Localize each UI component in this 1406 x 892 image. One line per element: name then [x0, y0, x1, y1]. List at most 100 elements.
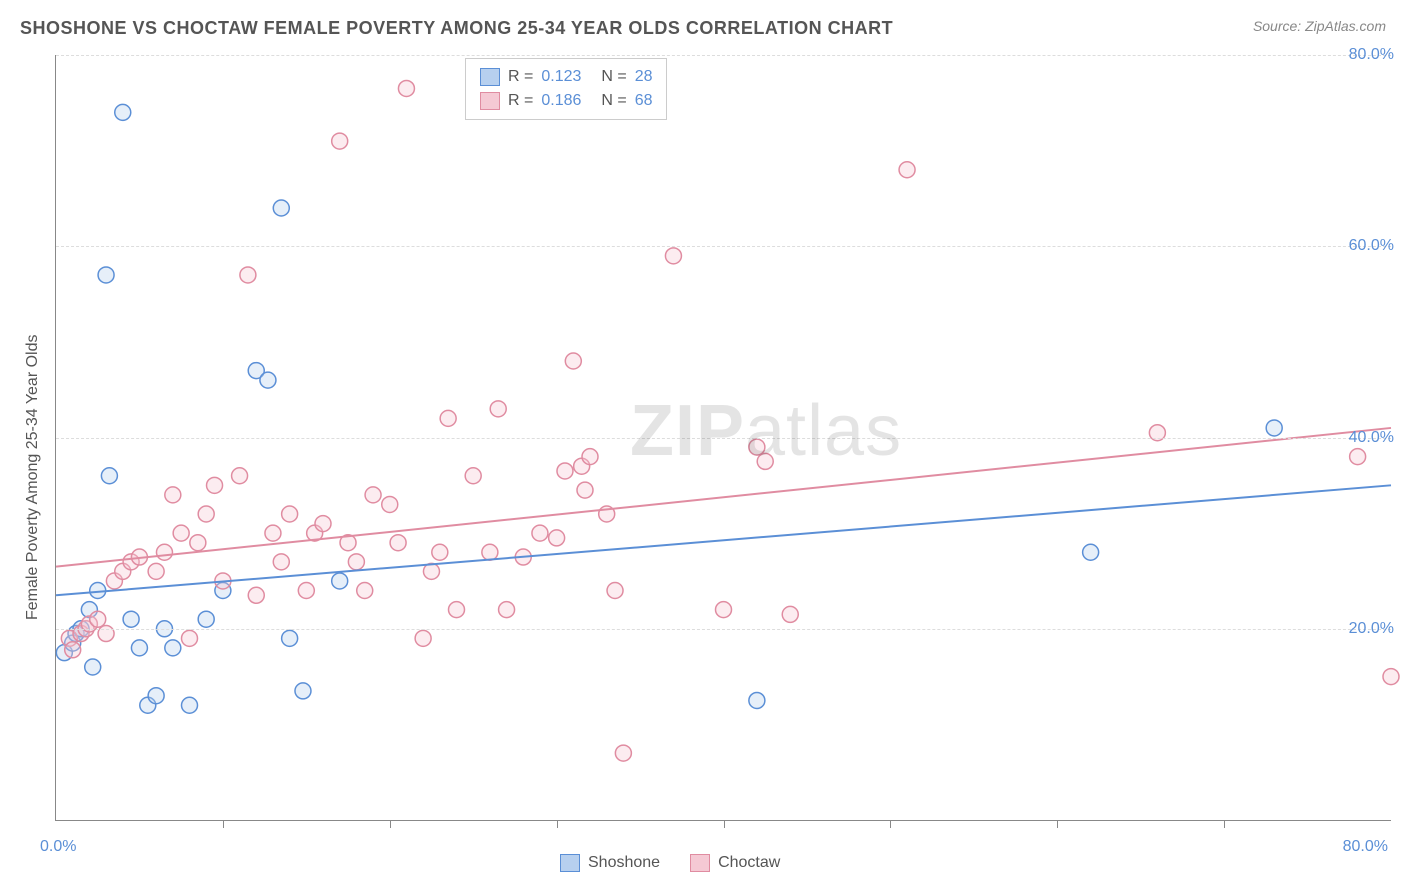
data-point — [482, 544, 498, 560]
r-label: R = — [508, 89, 533, 113]
grid-line — [56, 438, 1391, 439]
data-point — [248, 587, 264, 603]
data-point — [240, 267, 256, 283]
x-tick — [1224, 820, 1225, 828]
data-point — [499, 602, 515, 618]
source-attribution: Source: ZipAtlas.com — [1253, 18, 1386, 34]
data-point — [665, 248, 681, 264]
data-point — [582, 449, 598, 465]
data-point — [465, 468, 481, 484]
data-point — [85, 659, 101, 675]
data-point — [232, 468, 248, 484]
data-point — [332, 133, 348, 149]
data-point — [615, 745, 631, 761]
data-point — [198, 506, 214, 522]
data-point — [90, 611, 106, 627]
y-tick-label: 80.0% — [1349, 46, 1394, 64]
r-value-shoshone: 0.123 — [541, 65, 593, 89]
data-point — [749, 692, 765, 708]
swatch-shoshone — [480, 68, 500, 86]
x-tick — [890, 820, 891, 828]
grid-line — [56, 55, 1391, 56]
data-point — [532, 525, 548, 541]
data-point — [65, 642, 81, 658]
trend-line — [56, 485, 1391, 595]
data-point — [365, 487, 381, 503]
data-point — [315, 516, 331, 532]
legend-item-shoshone: Shoshone — [560, 854, 660, 872]
data-point — [348, 554, 364, 570]
data-point — [282, 506, 298, 522]
data-point — [173, 525, 189, 541]
data-point — [295, 683, 311, 699]
data-point — [490, 401, 506, 417]
data-point — [449, 602, 465, 618]
data-point — [282, 630, 298, 646]
legend-label-shoshone: Shoshone — [588, 854, 660, 872]
grid-line — [56, 246, 1391, 247]
n-value-shoshone: 28 — [635, 65, 653, 89]
data-point — [190, 535, 206, 551]
x-min-label: 0.0% — [40, 838, 76, 856]
swatch-shoshone-icon — [560, 854, 580, 872]
data-point — [782, 606, 798, 622]
legend-row-shoshone: R = 0.123 N = 28 — [480, 65, 652, 89]
plot-area — [55, 55, 1391, 821]
data-point — [398, 80, 414, 96]
data-point — [273, 200, 289, 216]
data-point — [577, 482, 593, 498]
x-tick — [557, 820, 558, 828]
data-point — [749, 439, 765, 455]
grid-line — [56, 629, 1391, 630]
chart-title: SHOSHONE VS CHOCTAW FEMALE POVERTY AMONG… — [20, 18, 893, 39]
data-point — [98, 267, 114, 283]
r-value-choctaw: 0.186 — [541, 89, 593, 113]
y-axis-label: Female Poverty Among 25-34 Year Olds — [24, 335, 42, 621]
data-point — [148, 688, 164, 704]
y-tick-label: 40.0% — [1349, 429, 1394, 447]
x-max-label: 80.0% — [1343, 838, 1388, 856]
data-point — [156, 544, 172, 560]
chart-container: SHOSHONE VS CHOCTAW FEMALE POVERTY AMONG… — [0, 0, 1406, 892]
data-point — [899, 162, 915, 178]
data-point — [115, 104, 131, 120]
data-point — [565, 353, 581, 369]
data-point — [273, 554, 289, 570]
data-point — [265, 525, 281, 541]
legend-row-choctaw: R = 0.186 N = 68 — [480, 89, 652, 113]
n-label: N = — [601, 89, 626, 113]
source-value: ZipAtlas.com — [1305, 18, 1386, 34]
data-point — [207, 477, 223, 493]
data-point — [607, 583, 623, 599]
x-tick — [390, 820, 391, 828]
data-point — [557, 463, 573, 479]
data-point — [1266, 420, 1282, 436]
data-point — [432, 544, 448, 560]
data-point — [260, 372, 276, 388]
data-point — [1083, 544, 1099, 560]
swatch-choctaw-icon — [690, 854, 710, 872]
source-label: Source: — [1253, 18, 1305, 34]
x-tick — [223, 820, 224, 828]
data-point — [1383, 669, 1399, 685]
data-point — [165, 640, 181, 656]
data-point — [549, 530, 565, 546]
swatch-choctaw — [480, 92, 500, 110]
data-point — [390, 535, 406, 551]
data-point — [1350, 449, 1366, 465]
data-point — [298, 583, 314, 599]
data-point — [198, 611, 214, 627]
n-label: N = — [601, 65, 626, 89]
x-tick — [1057, 820, 1058, 828]
trend-line — [56, 428, 1391, 567]
n-value-choctaw: 68 — [635, 89, 653, 113]
data-point — [148, 563, 164, 579]
data-point — [131, 640, 147, 656]
legend-label-choctaw: Choctaw — [718, 854, 780, 872]
correlation-legend: R = 0.123 N = 28 R = 0.186 N = 68 — [465, 58, 667, 120]
data-point — [440, 410, 456, 426]
y-tick-label: 20.0% — [1349, 620, 1394, 638]
data-point — [123, 611, 139, 627]
data-point — [165, 487, 181, 503]
data-point — [415, 630, 431, 646]
